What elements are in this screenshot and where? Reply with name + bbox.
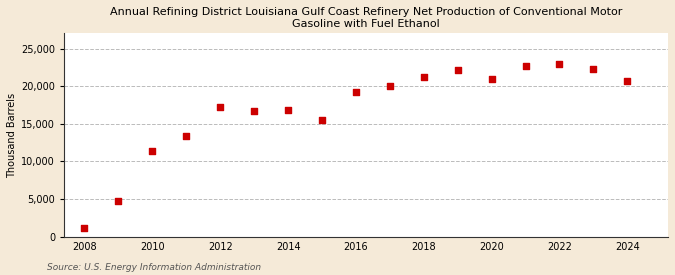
Title: Annual Refining District Louisiana Gulf Coast Refinery Net Production of Convent: Annual Refining District Louisiana Gulf …	[110, 7, 622, 29]
Point	[452, 68, 463, 73]
Point	[79, 226, 90, 231]
Point	[622, 79, 632, 83]
Y-axis label: Thousand Barrels: Thousand Barrels	[7, 92, 17, 178]
Point	[418, 75, 429, 79]
Point	[147, 149, 158, 153]
Point	[317, 118, 327, 122]
Point	[486, 77, 497, 82]
Point	[520, 64, 531, 68]
Point	[113, 199, 124, 204]
Point	[215, 105, 225, 109]
Point	[588, 67, 599, 71]
Point	[554, 61, 565, 66]
Point	[350, 90, 361, 94]
Text: Source: U.S. Energy Information Administration: Source: U.S. Energy Information Administ…	[47, 263, 261, 272]
Point	[283, 108, 294, 112]
Point	[248, 109, 259, 113]
Point	[385, 84, 396, 88]
Point	[181, 134, 192, 138]
